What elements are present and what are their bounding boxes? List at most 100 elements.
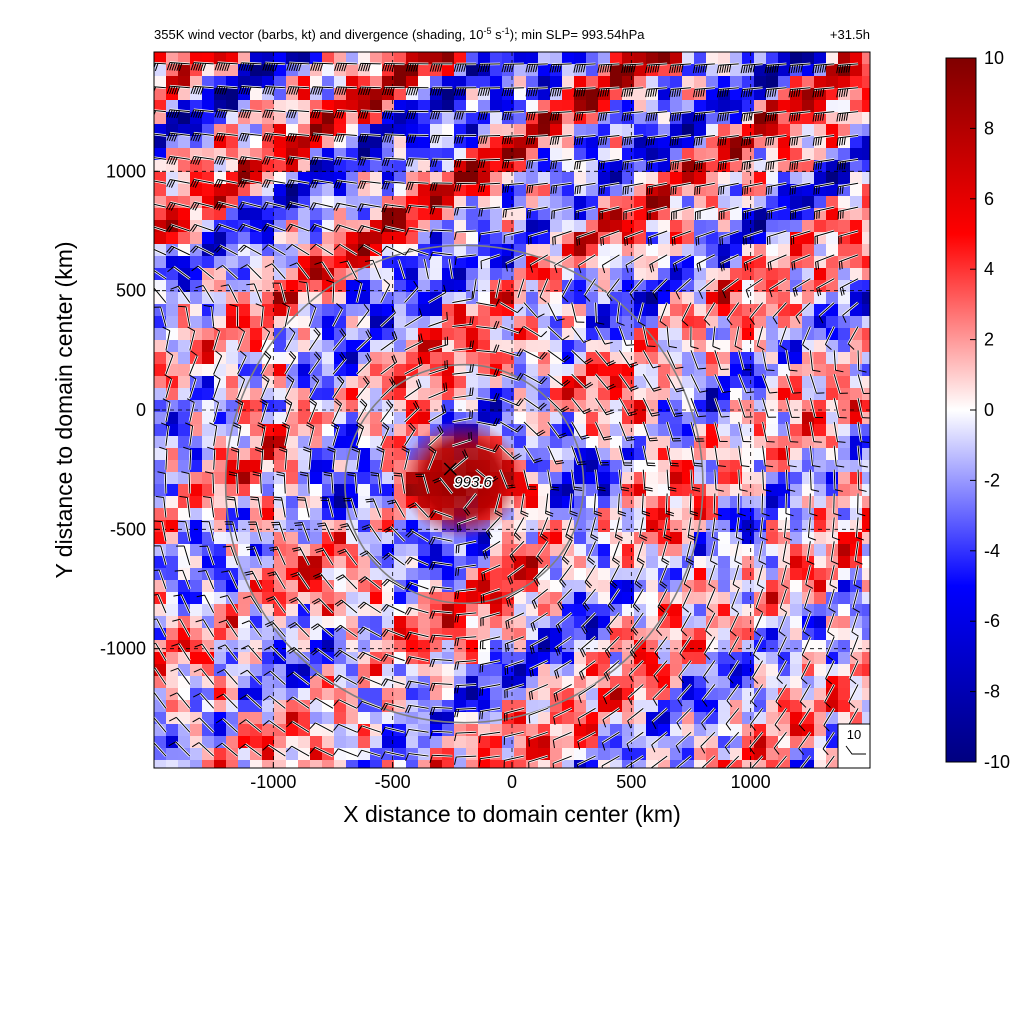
- wind-barb: [380, 603, 406, 615]
- wind-barb: [642, 421, 658, 442]
- wind-barb: [756, 564, 765, 589]
- wind-barb: [797, 731, 812, 755]
- wind-barb: [333, 649, 358, 662]
- wind-barb: [577, 731, 597, 750]
- wind-barb: [264, 645, 287, 662]
- wind-barb: [310, 622, 334, 638]
- wind-barb: [573, 134, 596, 146]
- wind-barb: [505, 253, 525, 272]
- wind-barb: [737, 350, 752, 371]
- wind-barb: [454, 707, 477, 718]
- wind-barb: [828, 564, 838, 589]
- wind-barb: [166, 201, 191, 211]
- wind-barb: [693, 158, 716, 171]
- wind-barb: [764, 110, 787, 122]
- wind-barb: [695, 229, 716, 246]
- wind-barb: [265, 595, 287, 614]
- wind-barb: [713, 445, 726, 467]
- wind-barb: [381, 180, 405, 190]
- wind-barb: [501, 158, 525, 169]
- wind-barb: [477, 134, 501, 144]
- wind-barb: [380, 628, 406, 638]
- wind-barb: [226, 496, 239, 518]
- wind-barb: [813, 182, 835, 195]
- wind-barb: [405, 529, 430, 543]
- wind-barb: [665, 469, 677, 492]
- wind-barb: [337, 548, 358, 566]
- wind-barb: [331, 398, 343, 423]
- wind-barb: [635, 540, 645, 566]
- wind-barb: [606, 277, 621, 302]
- wind-barb: [429, 251, 453, 261]
- wind-barb: [790, 205, 811, 220]
- wind-barb: [823, 683, 836, 708]
- wind-barb: [836, 134, 859, 146]
- wind-barb: [261, 201, 286, 211]
- wind-barb: [816, 277, 835, 297]
- wind-barb: [290, 571, 311, 590]
- wind-barb: [700, 755, 716, 768]
- wind-barb: [850, 612, 860, 637]
- wind-barb: [645, 62, 668, 74]
- wind-barb: [306, 422, 316, 447]
- wind-barb: [333, 747, 358, 758]
- wind-barb: [528, 229, 549, 245]
- wind-barb: [689, 326, 699, 350]
- wind-barb: [720, 253, 740, 272]
- wind-barb: [525, 134, 548, 145]
- wind-barb: [308, 374, 320, 399]
- wind-barb: [379, 305, 397, 328]
- wind-barb: [284, 326, 297, 351]
- wind-barb: [331, 302, 344, 328]
- wind-barb: [498, 469, 516, 489]
- wind-barb: [721, 277, 740, 299]
- wind-barb: [713, 373, 731, 394]
- wind-barb: [214, 244, 239, 256]
- wind-barb: [239, 718, 263, 734]
- wind-barb: [333, 156, 357, 166]
- wind-barb: [310, 61, 334, 72]
- wind-barb: [184, 422, 194, 446]
- wind-barb: [504, 707, 525, 722]
- wind-barb: [856, 397, 870, 419]
- wind-barb: [190, 131, 214, 142]
- wind-barb: [380, 726, 405, 735]
- wind-barb: [577, 707, 597, 727]
- wind-barb: [731, 564, 741, 589]
- wind-barb: [618, 326, 635, 346]
- wind-barb: [220, 284, 239, 304]
- wind-barb: [213, 200, 238, 211]
- wind-barb: [670, 182, 692, 196]
- wind-barb: [550, 182, 572, 195]
- wind-barb: [812, 110, 835, 122]
- wind-barb: [645, 158, 668, 171]
- wind-barb: [597, 62, 620, 73]
- wind-barb: [404, 703, 429, 714]
- wind-barb: [454, 754, 477, 765]
- wind-barb: [856, 421, 870, 444]
- wind-barb: [698, 277, 716, 299]
- wind-barb: [309, 223, 334, 233]
- wind-barb: [753, 612, 764, 637]
- wind-barb: [397, 259, 406, 280]
- wind-barb: [718, 182, 739, 196]
- wind-barb: [546, 325, 570, 341]
- wind-barb: [456, 516, 477, 533]
- wind-barb: [809, 421, 822, 443]
- wind-barb: [404, 606, 429, 616]
- wind-barb: [505, 587, 525, 607]
- wind-barb: [789, 158, 811, 171]
- wind-barb: [792, 277, 811, 297]
- x-tick-label: 1000: [731, 772, 771, 792]
- wind-barb: [477, 110, 501, 120]
- wind-barb: [594, 445, 610, 466]
- wind-barb: [630, 612, 645, 636]
- wind-barb: [190, 244, 215, 256]
- wind-barb: [570, 302, 585, 323]
- wind-barb: [342, 497, 359, 518]
- wind-barb: [284, 374, 296, 399]
- wind-barb: [429, 706, 453, 716]
- wind-barb: [429, 86, 453, 96]
- wind-barb: [214, 61, 238, 72]
- wind-barb: [404, 581, 429, 591]
